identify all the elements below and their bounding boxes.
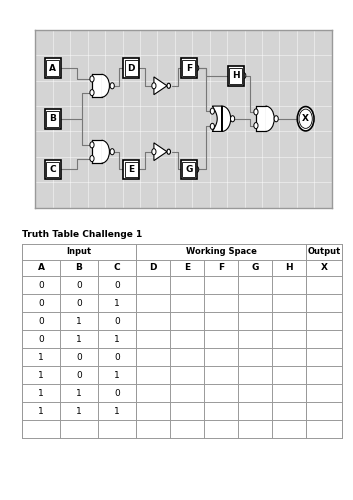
Text: 0: 0 [38, 298, 44, 308]
Circle shape [210, 108, 214, 114]
Text: G: G [185, 165, 192, 174]
FancyBboxPatch shape [181, 160, 197, 180]
Circle shape [152, 148, 156, 155]
Text: F: F [218, 264, 224, 272]
Circle shape [152, 82, 156, 89]
Circle shape [242, 72, 246, 78]
FancyBboxPatch shape [182, 162, 195, 178]
Text: 1: 1 [76, 334, 82, 344]
FancyBboxPatch shape [46, 60, 59, 76]
Polygon shape [256, 106, 265, 132]
Text: Input: Input [66, 248, 91, 256]
Text: 1: 1 [38, 352, 44, 362]
Text: 0: 0 [76, 370, 82, 380]
FancyBboxPatch shape [46, 162, 59, 178]
Circle shape [195, 166, 199, 172]
Circle shape [210, 124, 214, 130]
FancyBboxPatch shape [46, 111, 59, 126]
Text: 1: 1 [114, 298, 120, 308]
Text: 0: 0 [114, 280, 120, 289]
Circle shape [110, 148, 114, 155]
Circle shape [274, 116, 278, 122]
Text: 0: 0 [76, 298, 82, 308]
Polygon shape [102, 140, 109, 163]
Text: 0: 0 [38, 316, 44, 326]
Circle shape [90, 76, 94, 82]
FancyBboxPatch shape [45, 58, 61, 78]
Polygon shape [265, 106, 274, 132]
FancyBboxPatch shape [123, 58, 139, 78]
FancyBboxPatch shape [125, 60, 138, 76]
Circle shape [297, 106, 314, 131]
Text: 0: 0 [114, 316, 120, 326]
FancyBboxPatch shape [123, 160, 139, 180]
FancyBboxPatch shape [181, 58, 197, 78]
Text: 0: 0 [76, 280, 82, 289]
Text: C: C [49, 165, 56, 174]
Text: Truth Table Challenge 1: Truth Table Challenge 1 [22, 230, 142, 239]
Polygon shape [92, 74, 102, 97]
Text: X: X [321, 264, 328, 272]
Circle shape [195, 65, 199, 71]
Circle shape [90, 90, 94, 96]
Text: 1: 1 [114, 406, 120, 416]
Circle shape [167, 83, 170, 88]
Polygon shape [102, 74, 109, 97]
Polygon shape [213, 106, 231, 132]
Text: C: C [114, 264, 120, 272]
Text: 0: 0 [38, 334, 44, 344]
Text: A: A [49, 64, 56, 72]
Text: 1: 1 [38, 406, 44, 416]
FancyBboxPatch shape [45, 109, 61, 128]
Text: 1: 1 [114, 370, 120, 380]
Circle shape [254, 109, 258, 115]
Text: G: G [251, 264, 259, 272]
FancyBboxPatch shape [45, 160, 61, 180]
Circle shape [254, 122, 258, 128]
FancyBboxPatch shape [228, 66, 244, 86]
Circle shape [90, 156, 94, 162]
Text: B: B [49, 114, 56, 123]
Circle shape [110, 82, 114, 89]
Text: 0: 0 [114, 388, 120, 398]
FancyBboxPatch shape [182, 60, 195, 76]
Text: 0: 0 [76, 352, 82, 362]
Circle shape [90, 142, 94, 148]
Polygon shape [154, 143, 167, 160]
Text: Working Space: Working Space [186, 248, 256, 256]
FancyBboxPatch shape [229, 68, 243, 84]
Text: 0: 0 [38, 280, 44, 289]
Text: D: D [127, 64, 135, 72]
Text: B: B [76, 264, 83, 272]
Text: 1: 1 [76, 316, 82, 326]
Text: 1: 1 [114, 334, 120, 344]
Text: 1: 1 [38, 370, 44, 380]
FancyBboxPatch shape [125, 162, 138, 178]
Text: E: E [184, 264, 190, 272]
Polygon shape [154, 77, 167, 94]
Text: D: D [149, 264, 157, 272]
Text: Output: Output [307, 248, 341, 256]
Text: 0: 0 [114, 352, 120, 362]
Circle shape [299, 109, 312, 128]
Text: E: E [128, 165, 134, 174]
Circle shape [231, 116, 235, 122]
Text: H: H [232, 71, 240, 80]
Text: X: X [302, 114, 309, 123]
Text: 1: 1 [38, 388, 44, 398]
Text: A: A [37, 264, 44, 272]
Circle shape [167, 149, 170, 154]
Text: H: H [285, 264, 293, 272]
Text: 1: 1 [76, 406, 82, 416]
Text: F: F [186, 64, 192, 72]
Text: 1: 1 [76, 388, 82, 398]
Polygon shape [92, 140, 102, 163]
